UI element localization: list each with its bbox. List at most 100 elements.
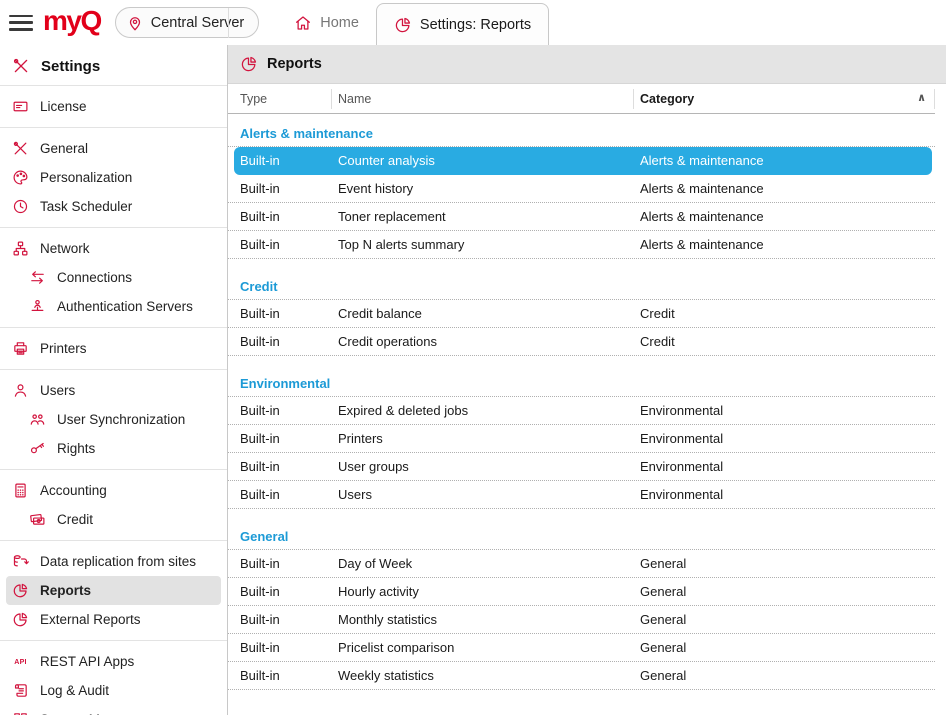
cell-category: General: [640, 612, 935, 627]
cell-type: Built-in: [228, 431, 338, 446]
printer-icon: [12, 340, 29, 357]
data-replication-icon: [12, 553, 29, 570]
topbar-divider: [228, 8, 229, 38]
cell-type: Built-in: [234, 153, 338, 168]
table-row-printers[interactable]: Built-inPrintersEnvironmental: [228, 425, 935, 453]
tab-home-label: Home: [320, 15, 359, 31]
banknotes-icon: [29, 511, 46, 528]
sidebar-item-general[interactable]: General: [6, 134, 221, 163]
sidebar-item-rights[interactable]: Rights: [23, 434, 221, 463]
sidebar-item-network[interactable]: Network: [6, 234, 221, 263]
tools-icon: [12, 140, 29, 157]
sidebar-item-task-scheduler[interactable]: Task Scheduler: [6, 192, 221, 221]
cell-type: Built-in: [228, 181, 338, 196]
sidebar-item-personalization[interactable]: Personalization: [6, 163, 221, 192]
tab-settings-reports[interactable]: Settings: Reports: [376, 3, 549, 45]
table-row-monthly-statistics[interactable]: Built-inMonthly statisticsGeneral: [228, 606, 935, 634]
table-row-toner-replacement[interactable]: Built-inToner replacementAlerts & mainte…: [228, 203, 935, 231]
cell-name: Weekly statistics: [338, 668, 640, 683]
cell-name: Credit operations: [338, 334, 640, 349]
cell-type: Built-in: [228, 334, 338, 349]
report-group-alerts-maintenance: Alerts & maintenance Built-inCounter anal…: [228, 114, 935, 259]
network-nodes-icon: [12, 240, 29, 257]
tab-home[interactable]: Home: [277, 0, 376, 45]
cell-name: Pricelist comparison: [338, 640, 640, 655]
sidebar-item-external-reports[interactable]: External Reports: [6, 605, 221, 634]
sidebar-item-user-synchronization[interactable]: User Synchronization: [23, 405, 221, 434]
sidebar-item-label: Task Scheduler: [40, 196, 132, 217]
sidebar-item-log-audit[interactable]: Log & Audit: [6, 676, 221, 705]
column-header-category-label: Category: [640, 92, 694, 106]
table-row-pricelist-comparison[interactable]: Built-inPricelist comparisonGeneral: [228, 634, 935, 662]
central-server-button[interactable]: Central Server: [115, 7, 259, 38]
table-row-counter-analysis[interactable]: Built-inCounter analysisAlerts & mainten…: [234, 147, 932, 175]
table-row-users[interactable]: Built-inUsersEnvironmental: [228, 481, 935, 509]
sidebar-item-label: External Reports: [40, 609, 141, 630]
cell-name: Top N alerts summary: [338, 237, 640, 252]
table-row-expired-deleted-jobs[interactable]: Built-inExpired & deleted jobsEnvironmen…: [228, 397, 935, 425]
sidebar-item-label: REST API Apps: [40, 651, 134, 672]
sidebar-item-credit[interactable]: Credit: [23, 505, 221, 534]
cell-category: Alerts & maintenance: [640, 209, 935, 224]
reports-content: Reports Type Name Category ∧ Alerts & ma…: [228, 45, 946, 715]
grid-squares-icon: [12, 711, 29, 715]
cell-type: Built-in: [228, 403, 338, 418]
cell-type: Built-in: [228, 459, 338, 474]
sidebar-item-label: Connections: [57, 267, 132, 288]
sidebar-item-accounting[interactable]: Accounting: [6, 476, 221, 505]
sidebar-item-rest-api-apps[interactable]: APIREST API Apps: [6, 647, 221, 676]
table-row-user-groups[interactable]: Built-inUser groupsEnvironmental: [228, 453, 935, 481]
cell-type: Built-in: [228, 306, 338, 321]
sidebar-group: General Personalization Task Scheduler: [0, 128, 227, 228]
person-anchor-icon: [29, 298, 46, 315]
cell-type: Built-in: [228, 668, 338, 683]
sidebar-item-label: General: [40, 138, 88, 159]
table-row-day-of-week[interactable]: Built-inDay of WeekGeneral: [228, 550, 935, 578]
sidebar-item-label: Reports: [40, 580, 91, 601]
sidebar-item-label: Personalization: [40, 167, 132, 188]
sidebar-item-license[interactable]: License: [6, 92, 221, 121]
myq-logo: myQ: [43, 7, 101, 35]
sidebar-item-system-management[interactable]: System Management: [6, 705, 221, 715]
sidebar-item-connections[interactable]: Connections: [23, 263, 221, 292]
sidebar-group: License: [0, 86, 227, 128]
cell-type: Built-in: [228, 209, 338, 224]
settings-sidebar: Settings LicenseGeneralPersonalizationTa…: [0, 45, 228, 715]
table-row-event-history[interactable]: Built-inEvent historyAlerts & maintenanc…: [228, 175, 935, 203]
person-icon: [12, 382, 29, 399]
column-separator[interactable]: [934, 89, 935, 109]
sidebar-item-authentication-servers[interactable]: Authentication Servers: [23, 292, 221, 321]
sidebar-item-printers[interactable]: Printers: [6, 334, 221, 363]
table-row-weekly-statistics[interactable]: Built-inWeekly statisticsGeneral: [228, 662, 935, 690]
table-row-credit-balance[interactable]: Built-inCredit balanceCredit: [228, 300, 935, 328]
group-heading: Credit: [228, 259, 935, 300]
column-header-category[interactable]: Category ∧: [634, 84, 934, 113]
cell-name: Monthly statistics: [338, 612, 640, 627]
cell-category: General: [640, 668, 935, 683]
hamburger-menu-icon[interactable]: [9, 15, 33, 31]
column-header-type[interactable]: Type: [228, 84, 331, 113]
cell-name: Hourly activity: [338, 584, 640, 599]
palette-icon: [12, 169, 29, 186]
sidebar-item-label: Accounting: [40, 480, 107, 501]
sidebar-item-reports[interactable]: Reports: [6, 576, 221, 605]
cell-name: Users: [338, 487, 640, 502]
pie-chart-icon: [12, 611, 29, 628]
sync-arrows-icon: [29, 269, 46, 286]
cell-type: Built-in: [228, 584, 338, 599]
cell-name: User groups: [338, 459, 640, 474]
sidebar-item-data-replication-from-sites[interactable]: Data replication from sites: [6, 547, 221, 576]
sort-ascending-icon[interactable]: ∧: [917, 93, 926, 104]
page-title: Reports: [267, 56, 322, 72]
group-heading: Environmental: [228, 356, 935, 397]
table-row-hourly-activity[interactable]: Built-inHourly activityGeneral: [228, 578, 935, 606]
tab-bar: Home Settings: Reports: [277, 0, 549, 45]
column-header-name[interactable]: Name: [332, 84, 633, 113]
table-row-top-n-alerts-summary[interactable]: Built-inTop N alerts summaryAlerts & mai…: [228, 231, 935, 259]
table-row-credit-operations[interactable]: Built-inCredit operationsCredit: [228, 328, 935, 356]
cell-name: Printers: [338, 431, 640, 446]
sidebar-item-users[interactable]: Users: [6, 376, 221, 405]
sidebar-group: Data replication from sites Reports Extern…: [0, 541, 227, 641]
cell-category: General: [640, 584, 935, 599]
cell-name: Event history: [338, 181, 640, 196]
